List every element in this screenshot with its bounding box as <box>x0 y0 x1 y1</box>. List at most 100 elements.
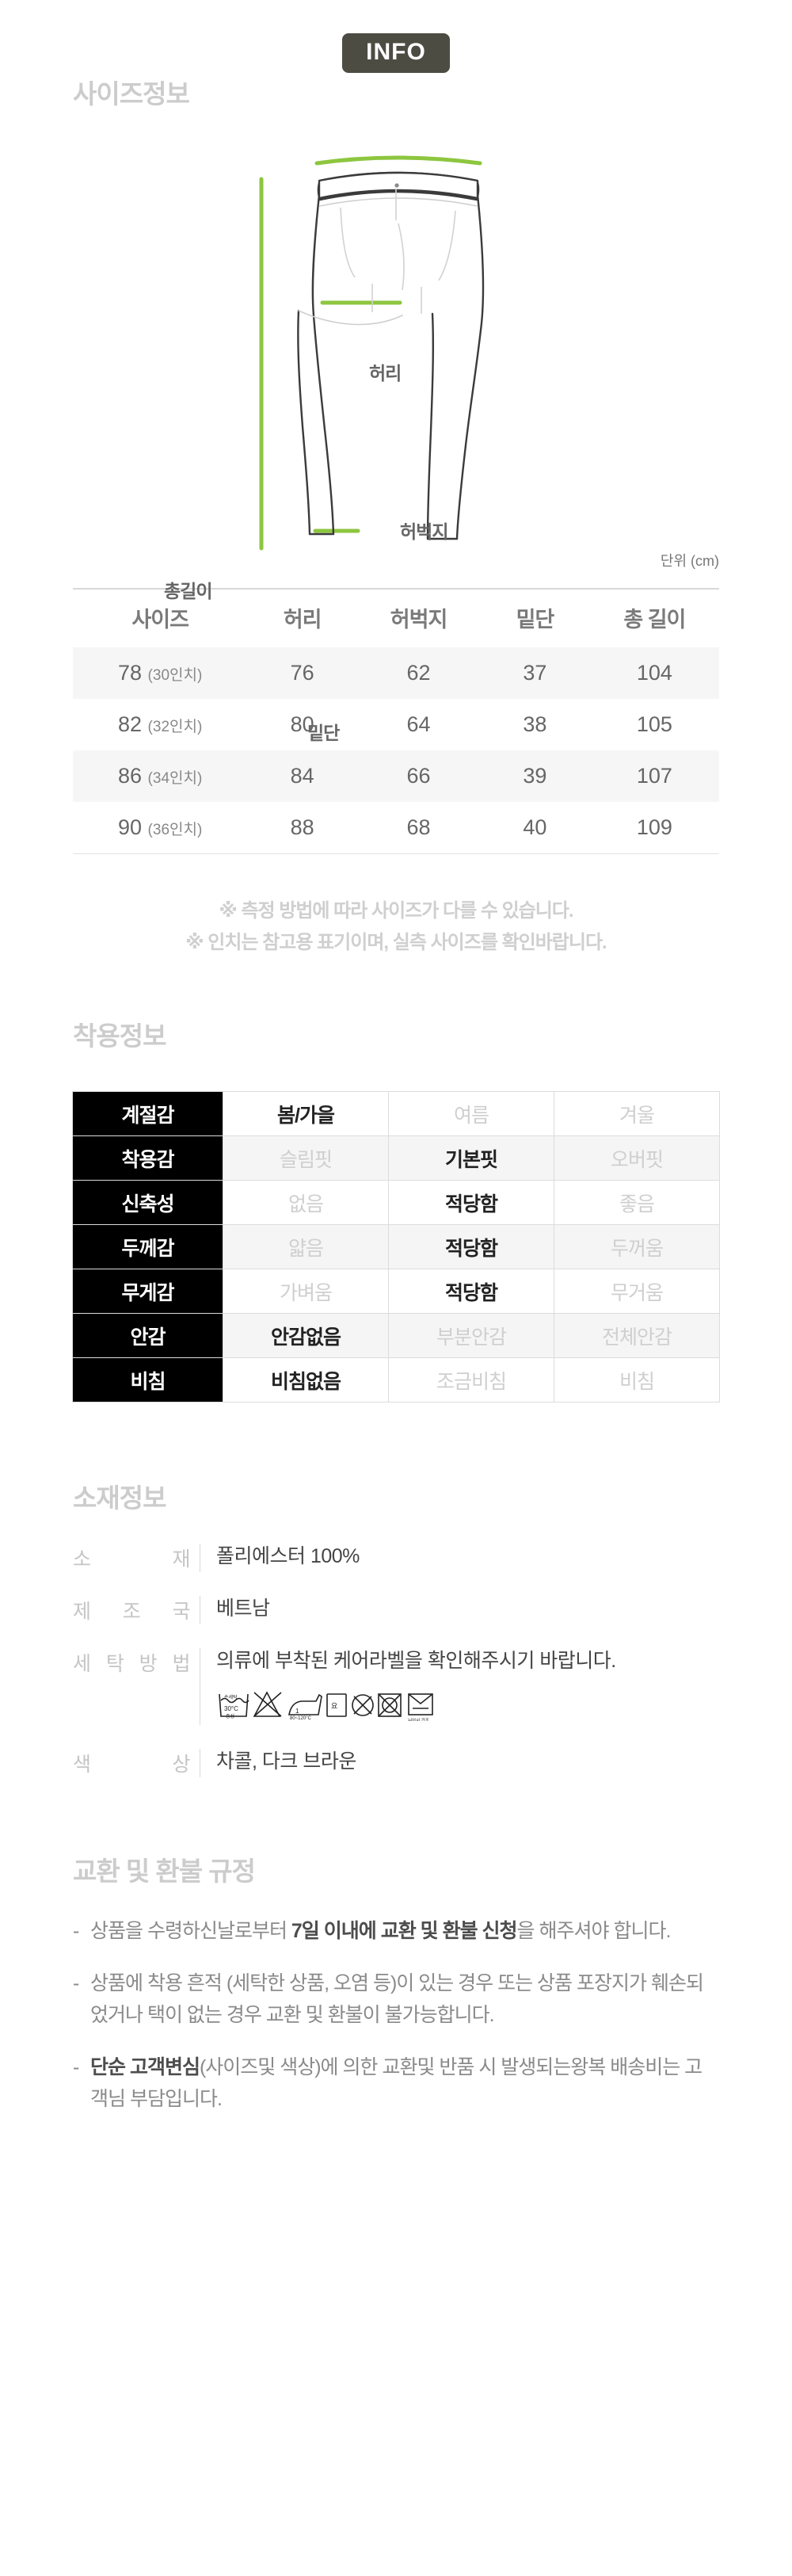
svg-text:중성: 중성 <box>226 1713 234 1719</box>
size-cell-size: 86 (34인치) <box>73 750 248 802</box>
no-bleach-icon <box>253 1691 282 1717</box>
policy-text: 단순 고객변심(사이즈및 색상)에 의한 교환및 반품 시 발생되는왕복 배송비… <box>90 2055 703 2110</box>
svg-text:뉘어서 건조: 뉘어서 건조 <box>408 1717 429 1721</box>
wear-option: 부분안감 <box>388 1313 554 1359</box>
size-cell-size: 90 (36인치) <box>73 802 248 854</box>
size-cell-thigh: 62 <box>357 647 481 699</box>
wear-info-title: 착용정보 <box>73 1021 166 1051</box>
wear-option: 가벼움 <box>223 1269 389 1315</box>
policy-text: 상품을 수령하신날로부터 7일 이내에 교환 및 환불 신청을 해주셔야 합니다… <box>90 1919 671 1942</box>
size-table-row: 82 (32인치) 80 64 38 105 <box>73 699 719 750</box>
size-cell-thigh: 66 <box>357 750 481 802</box>
wear-table-row: 무게감 가벼움 적당함 무거움 <box>72 1269 720 1315</box>
diagram-label-length: 총길이 <box>164 581 212 601</box>
wear-option: 무거움 <box>554 1269 720 1315</box>
size-cell-size: 78 (30인치) <box>73 647 248 699</box>
wear-table-row: 두께감 얇음 적당함 두꺼움 <box>72 1224 720 1270</box>
size-info-section: 사이즈정보 <box>0 73 792 111</box>
size-table-row: 90 (36인치) 88 68 40 109 <box>73 802 719 854</box>
size-cell-length: 104 <box>589 647 719 699</box>
size-cell-waist: 80 <box>290 712 314 736</box>
wear-option: 슬림핏 <box>223 1135 389 1181</box>
material-row: 제 조 국 베트남 <box>73 1596 719 1625</box>
waistband-button-icon <box>394 183 399 188</box>
wear-option: 비침 <box>554 1357 720 1403</box>
material-row: 세 탁 방 법 의류에 부착된 케어라벨을 확인해주시기 바랍니다. 손세탁 30°C … <box>73 1648 719 1725</box>
size-notes: ※ 측정 방법에 따라 사이즈가 다를 수 있습니다. ※ 인치는 참고용 표기… <box>0 895 792 958</box>
wear-table: 계절감 봄/가을 여름 겨울 착용감 슬림핏 기본핏 오버핏 신축성 없음 적당함 좋음 두께감 얇음 적당… <box>72 1091 720 1403</box>
policy-item: - 상품을 수령하신날로부터 7일 이내에 교환 및 환불 신청을 해주셔야 합니… <box>73 1915 719 1947</box>
wear-table-row: 신축성 없음 적당함 좋음 <box>72 1180 720 1226</box>
size-info-title: 사이즈정보 <box>73 79 190 109</box>
size-col-length: 총 길이 <box>589 588 719 647</box>
size-unit-note: 단위 (cm) <box>660 553 719 569</box>
no-dryclean-icon <box>352 1694 374 1716</box>
material-value: 의류에 부착된 케어라벨을 확인해주시기 바랍니다. <box>216 1650 616 1673</box>
material-value: 차콜, 다크 브라운 <box>216 1750 356 1773</box>
size-col-size: 사이즈 <box>73 588 248 647</box>
size-note-1: ※ 측정 방법에 따라 사이즈가 다를 수 있습니다. <box>219 900 573 922</box>
material-row: 소 재 폴리에스터 100% <box>73 1544 719 1573</box>
wear-option-selected: 기본핏 <box>388 1135 554 1181</box>
svg-text:요: 요 <box>331 1702 337 1710</box>
size-cell-hem: 38 <box>523 712 547 736</box>
wear-table-row: 비침 비침없음 조금비침 비침 <box>72 1357 720 1403</box>
size-cell-length: 105 <box>636 712 672 736</box>
policy-text: 상품에 착용 흔적 (세탁한 상품, 오염 등)이 있는 경우 또는 상품 포장… <box>90 1971 704 2026</box>
wear-option: 전체안감 <box>554 1313 720 1359</box>
waist-measure-line <box>314 155 482 166</box>
diagram-label-thigh: 허벅지 <box>400 521 448 542</box>
material-value: 베트남 <box>216 1597 270 1620</box>
wear-option-selected: 적당함 <box>388 1269 554 1315</box>
material-row: 색 상 차콜, 다크 브라운 <box>73 1748 719 1777</box>
wear-table-container: 계절감 봄/가을 여름 겨울 착용감 슬림핏 기본핏 오버핏 신축성 없음 적당함 좋음 두께감 얇음 적당… <box>0 1091 792 1403</box>
size-cell-thigh: 68 <box>357 802 481 854</box>
wear-key-cell: 신축성 <box>72 1180 223 1226</box>
policy-dash: - <box>73 2055 79 2078</box>
size-table-row: 78 (30인치) 76 62 37 104 <box>73 647 719 699</box>
care-symbols-row: 손세탁 30°C 중성 1 80~120°C 요 뉘어서 건조 <box>219 1691 433 1723</box>
wear-option: 조금비침 <box>388 1357 554 1403</box>
size-cell-hem: 39 <box>480 750 590 802</box>
size-cell-thigh: 64 <box>406 712 431 736</box>
policy-title: 교환 및 환불 규정 <box>73 1856 256 1886</box>
wear-table-row: 착용감 슬림핏 기본핏 오버핏 <box>72 1135 720 1181</box>
size-cell-length: 107 <box>589 750 719 802</box>
pants-size-diagram: 허리 허벅지 밑단 총길이 <box>0 144 792 743</box>
material-value: 폴리에스터 100% <box>216 1545 360 1568</box>
wear-key-cell: 계절감 <box>72 1091 223 1137</box>
policy-item: - 단순 고객변심(사이즈및 색상)에 의한 교환및 반품 시 발생되는왕복 배송… <box>73 2051 719 2115</box>
care-icons: 손세탁 30°C 중성 1 80~120°C 요 뉘어서 건조 <box>216 1686 616 1725</box>
size-cell-waist: 84 <box>247 750 358 802</box>
wear-option-selected: 안감없음 <box>223 1313 389 1359</box>
wear-info-section: 착용정보 <box>0 1015 792 1053</box>
wear-option: 얇음 <box>223 1224 389 1270</box>
wear-option-selected: 비침없음 <box>223 1357 389 1403</box>
wear-key-cell: 비침 <box>72 1357 223 1403</box>
size-cell-hem: 40 <box>480 802 590 854</box>
size-table: 사이즈 허리 허벅지 밑단 총 길이 78 (30인치) 76 62 37 104 82 … <box>73 588 719 854</box>
wear-option: 여름 <box>388 1091 554 1137</box>
size-table-row: 86 (34인치) 84 66 39 107 <box>73 750 719 802</box>
pants-illustration-svg <box>259 155 485 551</box>
svg-text:손세탁: 손세탁 <box>224 1694 238 1700</box>
wear-option: 두꺼움 <box>554 1224 720 1270</box>
wear-option: 없음 <box>223 1180 389 1226</box>
info-badge: INFO <box>342 33 450 73</box>
policy-list: - 상품을 수령하신날로부터 7일 이내에 교환 및 환불 신청을 해주셔야 합니… <box>73 1915 719 2115</box>
size-cell-hem: 37 <box>480 647 590 699</box>
wear-key-cell: 두께감 <box>72 1224 223 1270</box>
wear-key-cell: 안감 <box>72 1313 223 1359</box>
policy-dash: - <box>73 1971 79 1994</box>
no-tumble-dry-icon <box>378 1693 402 1717</box>
flat-dry-icon: 뉘어서 건조 <box>408 1693 433 1723</box>
material-info-title: 소재정보 <box>73 1483 166 1513</box>
wear-option: 겨울 <box>554 1091 720 1137</box>
policy-dash: - <box>73 1919 79 1942</box>
wear-option: 좋음 <box>554 1180 720 1226</box>
